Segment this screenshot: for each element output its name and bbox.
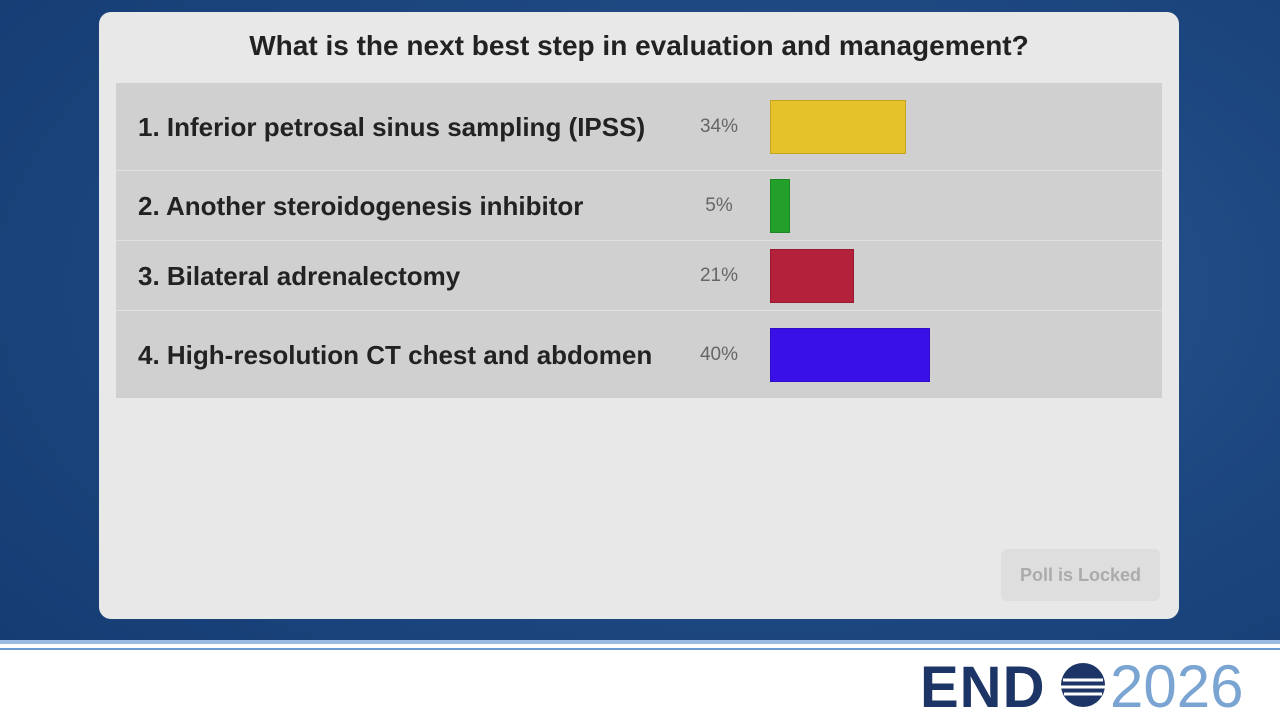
poll-question: What is the next best step in evaluation… [249, 30, 1029, 61]
poll-option: 1. Inferior petrosal sinus sampling (IPS… [116, 83, 1162, 171]
option-bar [770, 248, 854, 303]
option-bar [770, 178, 790, 233]
poll-option: 4. High-resolution CT chest and abdomen 4… [116, 311, 1162, 398]
footer: END 2026 [0, 640, 1280, 724]
poll-locked-button[interactable]: Poll is Locked [1001, 549, 1160, 601]
poll-option: 2. Another steroidogenesis inhibitor 5% [116, 171, 1162, 241]
poll-option: 3. Bilateral adrenalectomy 21% [116, 241, 1162, 311]
option-label: 1. Inferior petrosal sinus sampling (IPS… [138, 111, 646, 142]
option-bar [770, 99, 906, 154]
option-percent: 34% [699, 115, 739, 137]
option-percent: 40% [699, 343, 739, 365]
option-label: 4. High-resolution CT chest and abdomen [138, 339, 653, 370]
option-percent: 5% [705, 194, 733, 216]
option-label: 3. Bilateral adrenalectomy [138, 260, 461, 291]
option-bar [770, 327, 930, 382]
option-percent: 21% [699, 264, 739, 286]
poll-card: What is the next best step in evaluation… [99, 12, 1179, 619]
logo-brand: END [920, 655, 1046, 720]
poll-results: 1. Inferior petrosal sinus sampling (IPS… [116, 83, 1162, 398]
logo-year: 2026 [1110, 653, 1244, 720]
option-label: 2. Another steroidogenesis inhibitor [138, 190, 584, 221]
logo-globe [1061, 663, 1105, 707]
